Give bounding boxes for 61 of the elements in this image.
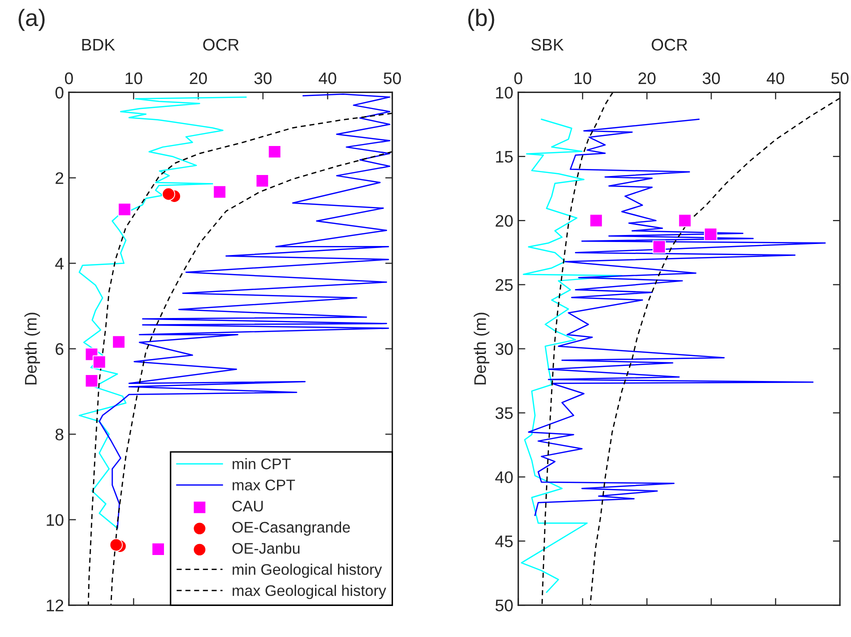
line-series bbox=[541, 92, 614, 606]
y-axis-title: Depth (m) bbox=[24, 312, 40, 384]
point bbox=[704, 228, 718, 241]
point bbox=[118, 202, 132, 216]
y-tick-label: 8 bbox=[56, 428, 64, 440]
x-tick-label: 30 bbox=[702, 72, 720, 84]
point bbox=[92, 355, 106, 369]
text: BDK bbox=[82, 38, 115, 50]
point bbox=[589, 214, 603, 228]
y-tick-label: 40 bbox=[495, 471, 513, 484]
x-tick-label: 30 bbox=[254, 72, 272, 84]
point bbox=[268, 145, 282, 158]
legend-label: min CPT bbox=[232, 458, 291, 470]
y-tick-label: 10 bbox=[496, 86, 513, 99]
text: OCR bbox=[203, 38, 239, 51]
legend-label: OE-Janbu bbox=[232, 542, 300, 554]
legend-label: min Geological history bbox=[232, 564, 382, 578]
y-tick-label: 50 bbox=[496, 600, 513, 612]
y-tick-label: 4 bbox=[55, 258, 64, 270]
chart-title: (b) bbox=[468, 8, 494, 31]
y-tick-label: 35 bbox=[495, 407, 513, 420]
point bbox=[152, 542, 165, 556]
point bbox=[212, 185, 226, 199]
legend-label: OE-Casangrande bbox=[232, 521, 350, 536]
point bbox=[112, 335, 126, 349]
point bbox=[678, 214, 692, 228]
x-tick-label: 40 bbox=[766, 72, 784, 84]
x-tick-label: 0 bbox=[64, 72, 73, 84]
y-tick-label: 0 bbox=[55, 86, 64, 99]
point bbox=[256, 174, 269, 188]
y-tick-label: 15 bbox=[496, 151, 513, 163]
line-series bbox=[520, 118, 622, 593]
y-axis-title: Depth (m) bbox=[474, 312, 490, 384]
point bbox=[162, 187, 176, 201]
y-tick-label: 12 bbox=[46, 600, 64, 612]
y-tick-label: 25 bbox=[496, 279, 513, 291]
legend-label: max CPT bbox=[232, 480, 295, 490]
point bbox=[110, 538, 123, 552]
x-tick-label: 50 bbox=[384, 72, 401, 84]
x-tick-label: 10 bbox=[126, 72, 142, 84]
x-tick-label: 40 bbox=[318, 72, 336, 84]
y-tick-label: 2 bbox=[56, 172, 64, 184]
x-tick-label: 50 bbox=[831, 72, 849, 84]
x-tick-label: 20 bbox=[638, 72, 656, 84]
point bbox=[84, 374, 98, 388]
y-tick-label: 45 bbox=[495, 536, 513, 548]
x-tick-label: 10 bbox=[574, 72, 592, 84]
y-tick-label: 10 bbox=[46, 514, 64, 526]
point bbox=[652, 240, 666, 254]
line-series bbox=[528, 118, 826, 516]
x-tick-label: 20 bbox=[190, 72, 207, 84]
y-tick-label: 20 bbox=[496, 214, 513, 227]
y-tick-label: 6 bbox=[56, 343, 64, 355]
legend-label: CAU bbox=[232, 500, 263, 512]
chart-title: (a) bbox=[18, 8, 45, 31]
text: OCR bbox=[652, 38, 688, 51]
x-tick-label: 0 bbox=[514, 72, 522, 84]
text: SBK bbox=[531, 38, 564, 51]
line-series bbox=[590, 98, 840, 606]
legend-label: max Geological history bbox=[232, 584, 386, 600]
y-tick-label: 30 bbox=[495, 343, 513, 355]
